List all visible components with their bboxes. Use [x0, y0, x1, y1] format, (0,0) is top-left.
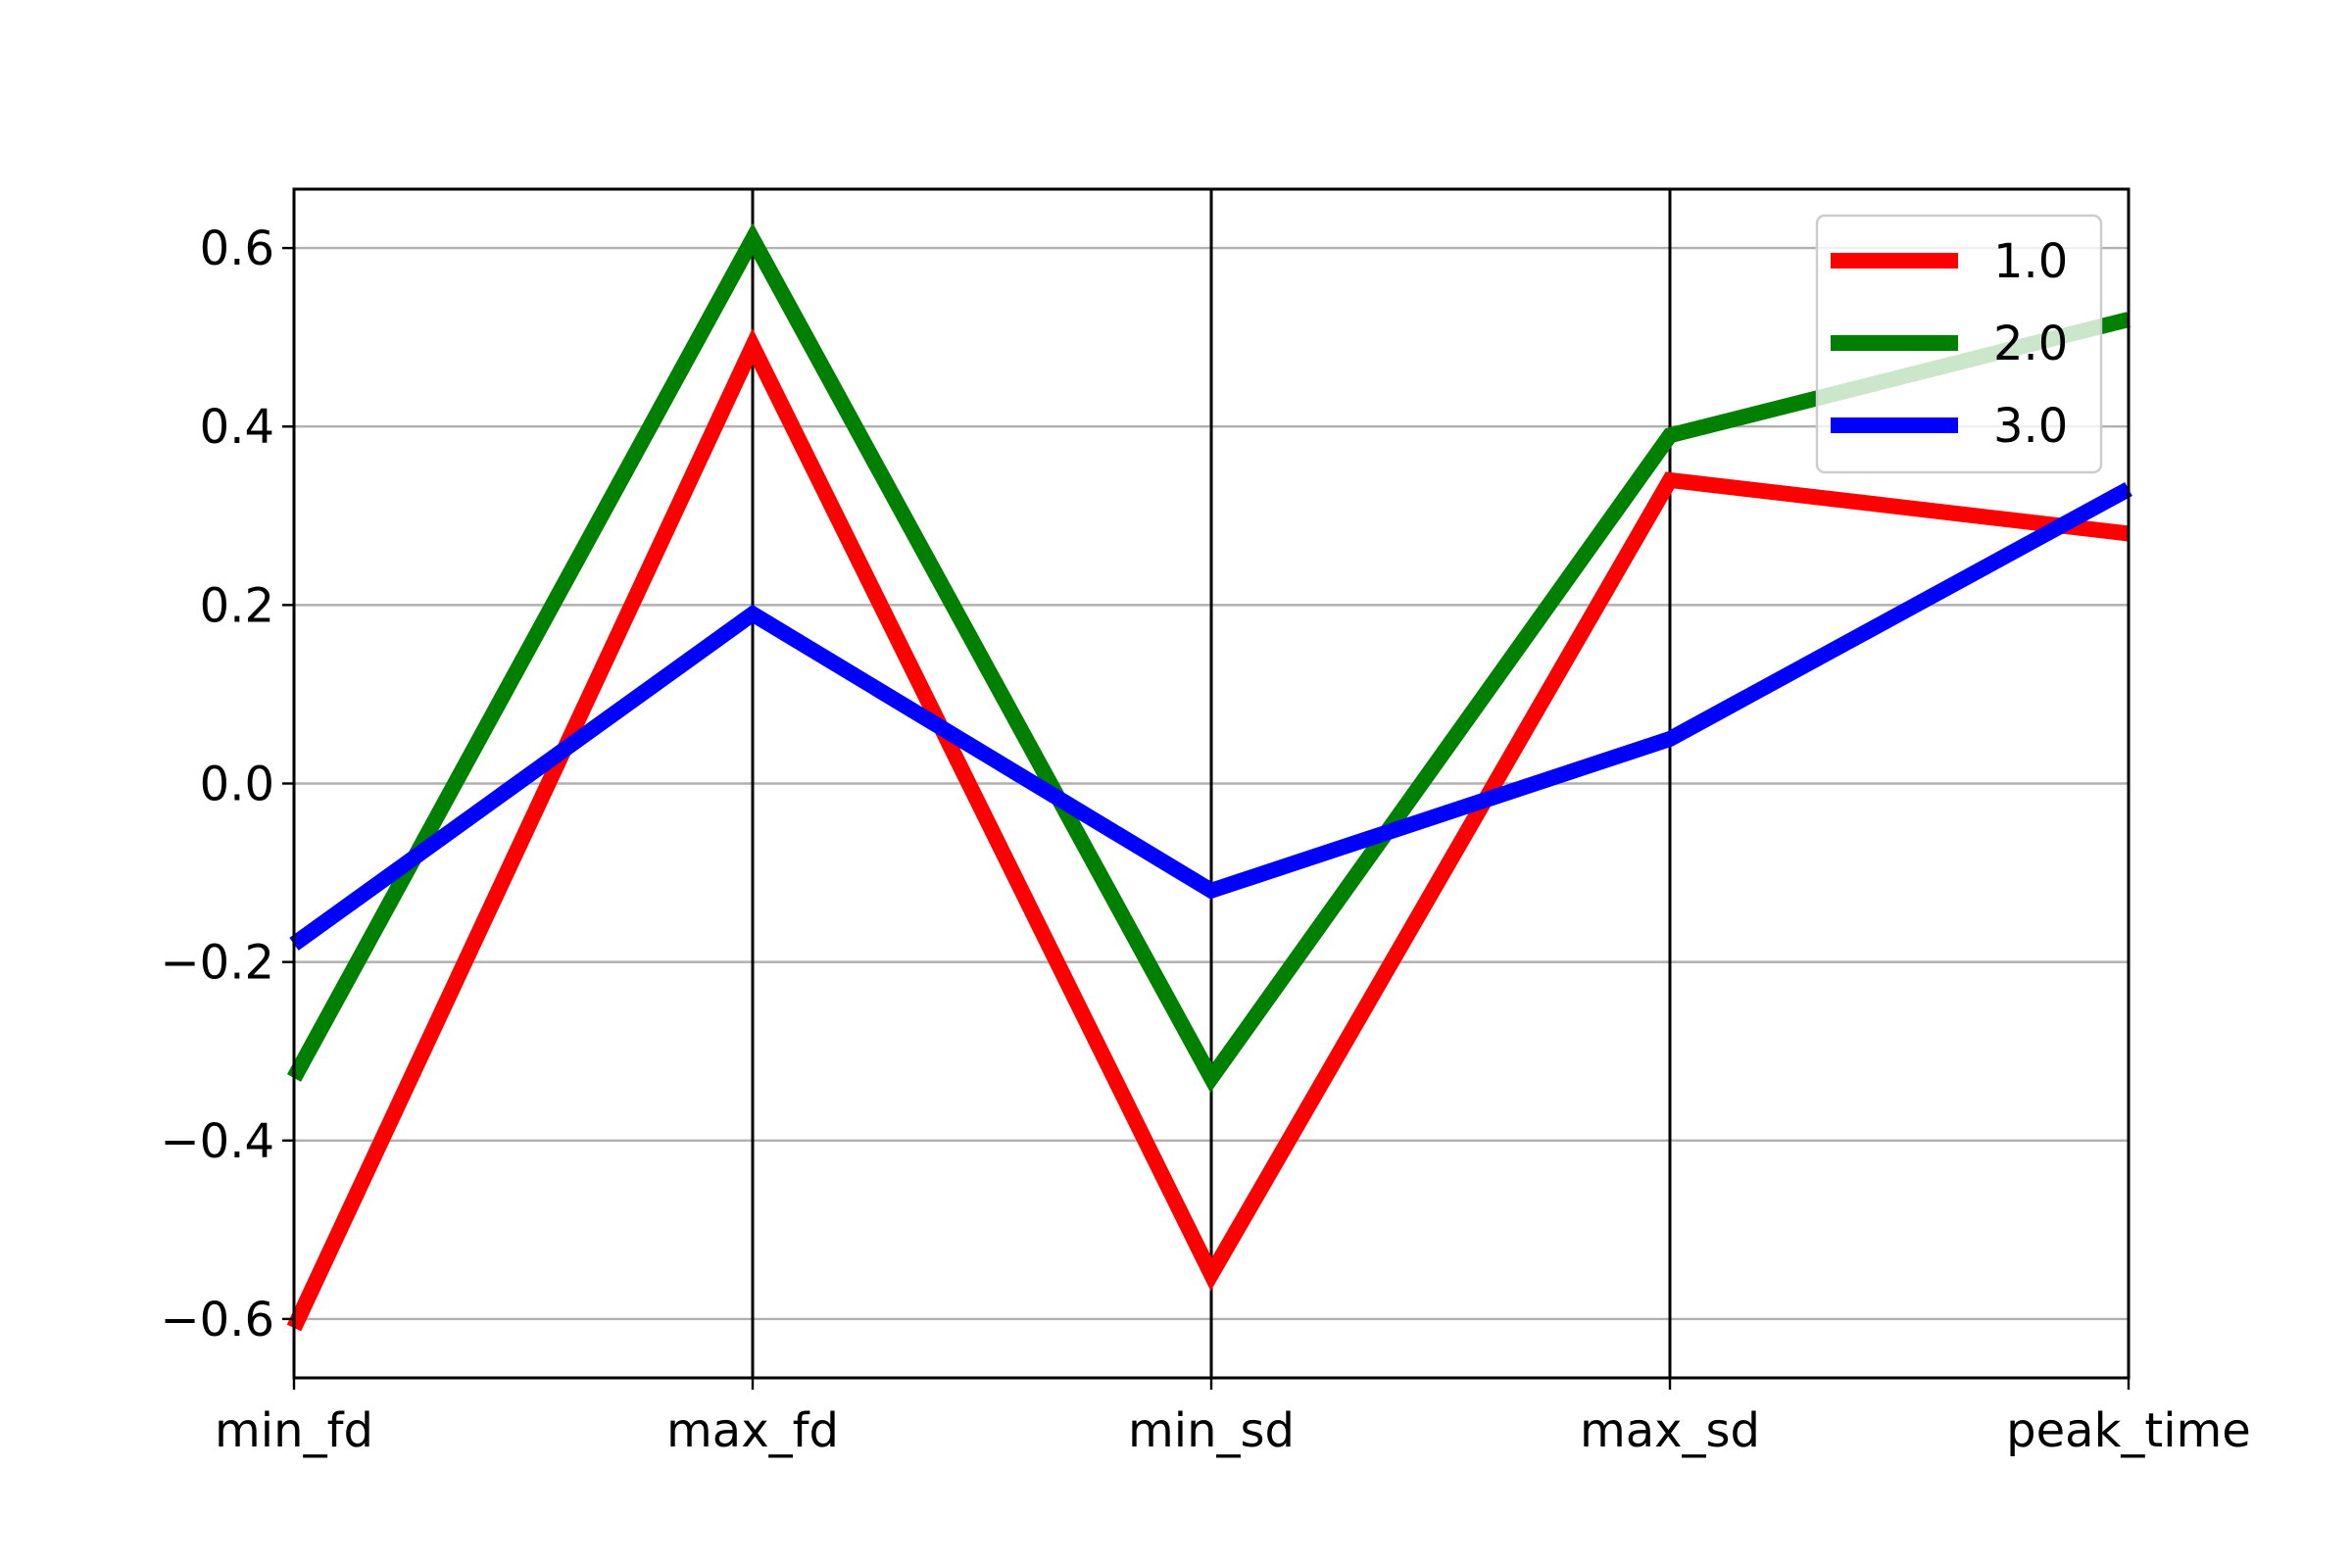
x-tick-label-max_sd: max_sd [1580, 1403, 1760, 1458]
x-tick-label-max_fd: max_fd [666, 1403, 839, 1458]
legend: 1.0 2.0 3.0 [1815, 214, 2103, 474]
y-tick-label: −0.2 [160, 936, 274, 991]
y-tick-label: −0.4 [160, 1114, 274, 1169]
y-tick-label: 0.2 [200, 578, 274, 633]
y-tick-label: 0.0 [200, 758, 274, 812]
legend-label-3.0: 3.0 [1993, 399, 2068, 454]
series-line-3.0 [289, 481, 2132, 951]
y-axis-ticks-layer: −0.6 −0.4 −0.2 0.0 0.2 0.4 0.6 [160, 221, 294, 1348]
x-tick-label-min_fd: min_fd [215, 1403, 373, 1458]
legend-label-2.0: 2.0 [1993, 317, 2068, 371]
y-tick-label: −0.6 [160, 1293, 274, 1348]
series-line-1.0 [286, 327, 2130, 1332]
x-tick-label-peak_time: peak_time [2006, 1403, 2251, 1458]
y-tick-label: 0.6 [200, 221, 274, 276]
legend-label-1.0: 1.0 [1993, 234, 2068, 289]
x-tick-label-min_sd: min_sd [1128, 1403, 1295, 1458]
y-tick-label: 0.4 [200, 400, 274, 455]
x-axis-ticks-layer: min_fd max_fd min_sd max_sd peak_time [215, 1378, 2251, 1458]
legend-box [1815, 214, 2103, 474]
